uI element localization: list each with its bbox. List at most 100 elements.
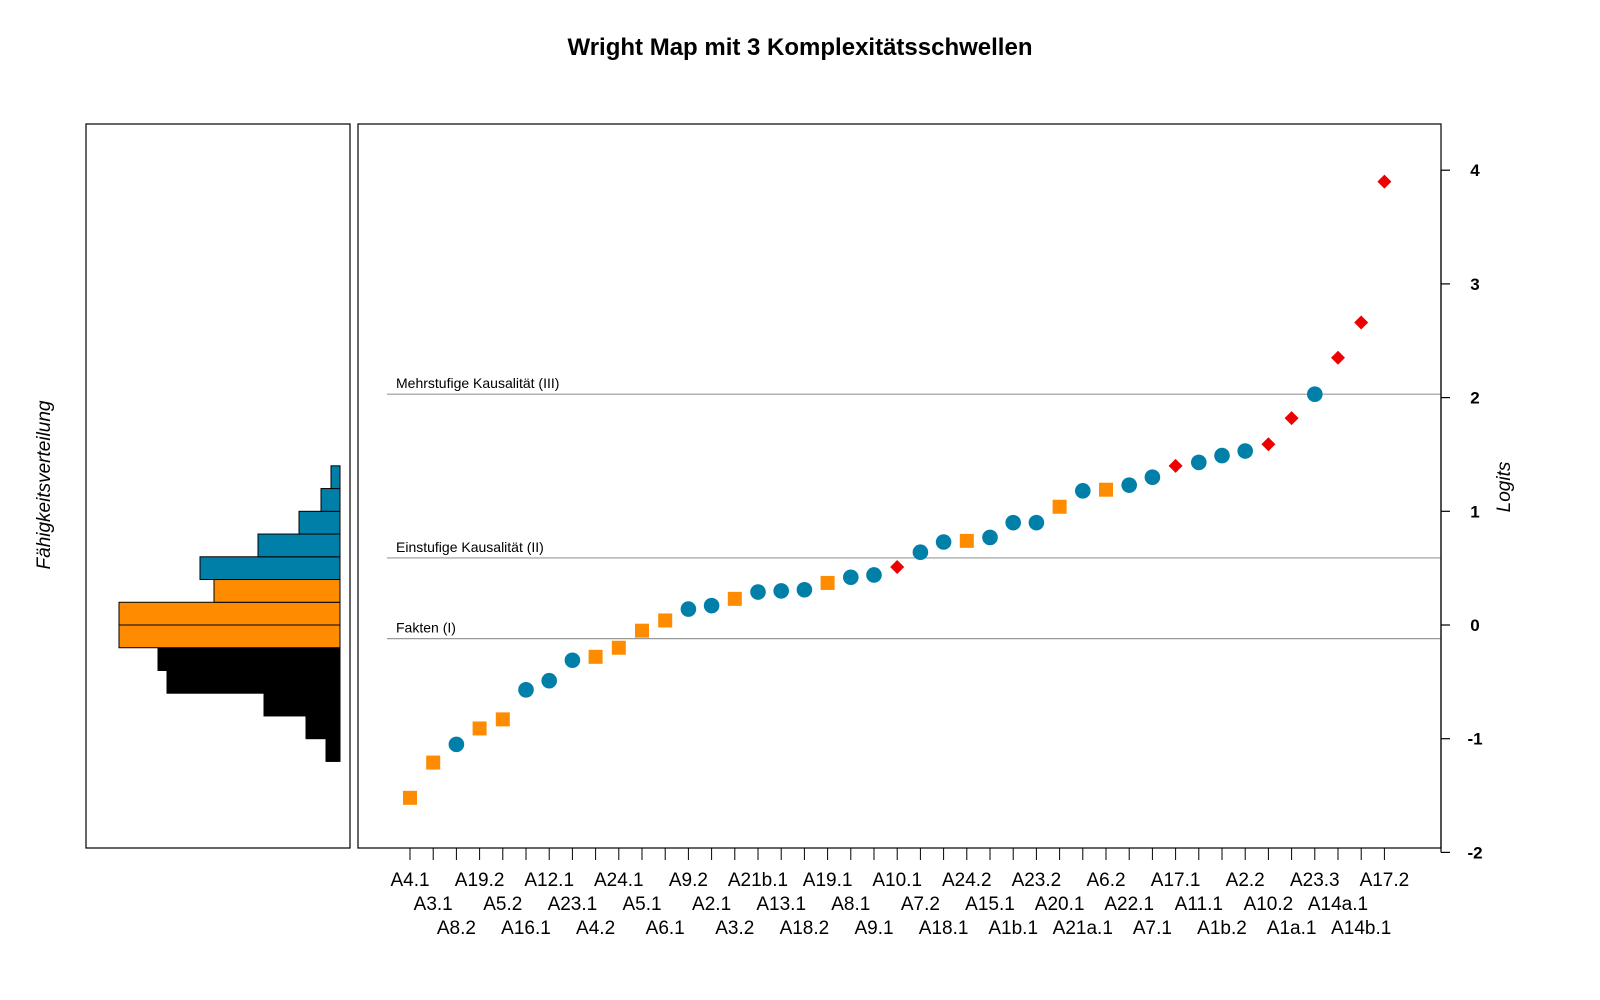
item-point [820, 575, 835, 590]
x-tick-label: A8.2 [437, 918, 476, 939]
x-tick-label: A7.2 [901, 894, 940, 915]
chart-title: Wright Map mit 3 Komplexitätsschwellen [568, 34, 1033, 61]
x-tick-label: A14b.1 [1331, 918, 1391, 939]
item-point [1284, 411, 1299, 426]
histogram-bar [263, 692, 341, 717]
x-tick-label: A1a.1 [1267, 918, 1317, 939]
item-point [1261, 437, 1276, 452]
x-tick-label: A3.1 [414, 894, 453, 915]
x-tick-label: A23.3 [1290, 870, 1340, 891]
item-point [890, 560, 905, 575]
x-tick-label: A12.1 [524, 870, 574, 891]
y-tick-label: 0 [1470, 616, 1479, 635]
item-point [448, 736, 465, 753]
y-axis-label: Logits [1494, 461, 1515, 512]
histogram-bar [166, 669, 341, 694]
histogram-axis-label: Fähigkeitsverteilung [34, 400, 55, 569]
item-point [1214, 447, 1230, 464]
item-point [403, 790, 417, 805]
item-point [1237, 443, 1253, 459]
item-point [1052, 499, 1067, 514]
x-tick-label: A10.1 [872, 870, 922, 891]
histogram-panel [85, 123, 351, 849]
histogram-bar [320, 488, 341, 512]
item-point [1099, 482, 1113, 497]
histogram-bar [118, 624, 341, 649]
item-point [588, 649, 603, 664]
item-point [680, 601, 697, 617]
x-axis: A4.1 A3.1 A8.2 A19.2 A5.2 A16.1 A12.1 A23.1 A4.2… [390, 848, 1409, 939]
x-tick-label: A16.1 [501, 918, 551, 939]
histogram-bars [118, 465, 341, 762]
x-tick-label: A14a.1 [1308, 894, 1368, 915]
x-tick-label: A18.2 [780, 918, 830, 939]
histogram-bar [199, 556, 341, 581]
item-point [796, 581, 813, 598]
x-tick-label: A5.1 [622, 894, 661, 915]
item-point [1121, 477, 1137, 493]
y-tick-label: -1 [1467, 730, 1482, 749]
x-tick-label: A15.1 [965, 894, 1015, 915]
histogram-bar [257, 533, 341, 558]
item-point [1307, 386, 1323, 402]
x-tick-label: A21a.1 [1053, 918, 1113, 939]
histogram-bar [157, 647, 341, 671]
x-tick-label: A4.1 [390, 870, 429, 891]
y-tick-label: 2 [1470, 389, 1479, 408]
item-point [1075, 483, 1091, 499]
plot-panel [357, 123, 1442, 849]
histogram-bar [118, 601, 341, 626]
x-tick-label: A21b.1 [728, 870, 788, 891]
histogram-bar [325, 738, 341, 762]
item-point [1377, 174, 1392, 189]
x-tick-label: A13.1 [756, 894, 806, 915]
x-tick-label: A5.2 [483, 894, 522, 915]
x-tick-label: A9.2 [669, 870, 708, 891]
item-point [912, 544, 929, 561]
x-tick-label: A4.2 [576, 918, 615, 939]
item-point [541, 672, 557, 689]
y-tick-label: 4 [1470, 161, 1480, 180]
x-tick-label: A17.1 [1151, 870, 1201, 891]
item-point [495, 712, 510, 727]
item-point [472, 721, 487, 736]
histogram-bar [213, 579, 341, 603]
y-axis: -2 -1 0 1 2 3 4 [1440, 161, 1483, 862]
x-tick-label: A11.1 [1175, 894, 1223, 915]
x-tick-label: A7.1 [1133, 918, 1172, 939]
y-tick-label: -2 [1467, 843, 1482, 862]
item-point [959, 533, 974, 548]
item-points [403, 174, 1392, 805]
threshold-label: Mehrstufige Kausalität (III) [396, 375, 559, 391]
x-tick-label: A24.2 [942, 870, 992, 891]
x-tick-label: A3.2 [715, 918, 754, 939]
x-tick-label: A1b.1 [988, 918, 1038, 939]
x-tick-label: A2.1 [692, 894, 731, 915]
x-tick-label: A17.2 [1360, 870, 1410, 891]
item-point [703, 597, 720, 614]
x-tick-label: A23.1 [548, 894, 598, 915]
x-tick-label: A8.1 [831, 894, 870, 915]
item-point [635, 623, 649, 638]
y-tick-label: 1 [1470, 502, 1479, 521]
item-point [982, 529, 998, 546]
threshold-label: Fakten (I) [396, 620, 456, 636]
x-tick-label: A18.1 [919, 918, 969, 939]
item-point [564, 652, 581, 669]
threshold-lines: Mehrstufige Kausalität (III) Einstufige K… [387, 375, 1441, 640]
x-tick-label: A9.1 [854, 918, 893, 939]
histogram-bar [330, 465, 341, 490]
x-tick-label: A23.2 [1012, 870, 1062, 891]
item-point [935, 534, 952, 550]
item-point [750, 584, 766, 600]
item-point [1354, 315, 1369, 330]
item-point [866, 567, 882, 583]
x-tick-label: A24.1 [594, 870, 644, 891]
y-tick-label: 3 [1470, 275, 1479, 294]
item-point [1028, 514, 1045, 531]
item-point [426, 755, 441, 770]
item-point [1168, 458, 1183, 473]
histogram-bar [298, 510, 341, 535]
x-tick-label: A10.2 [1244, 894, 1294, 915]
x-tick-label: A19.1 [803, 870, 853, 891]
